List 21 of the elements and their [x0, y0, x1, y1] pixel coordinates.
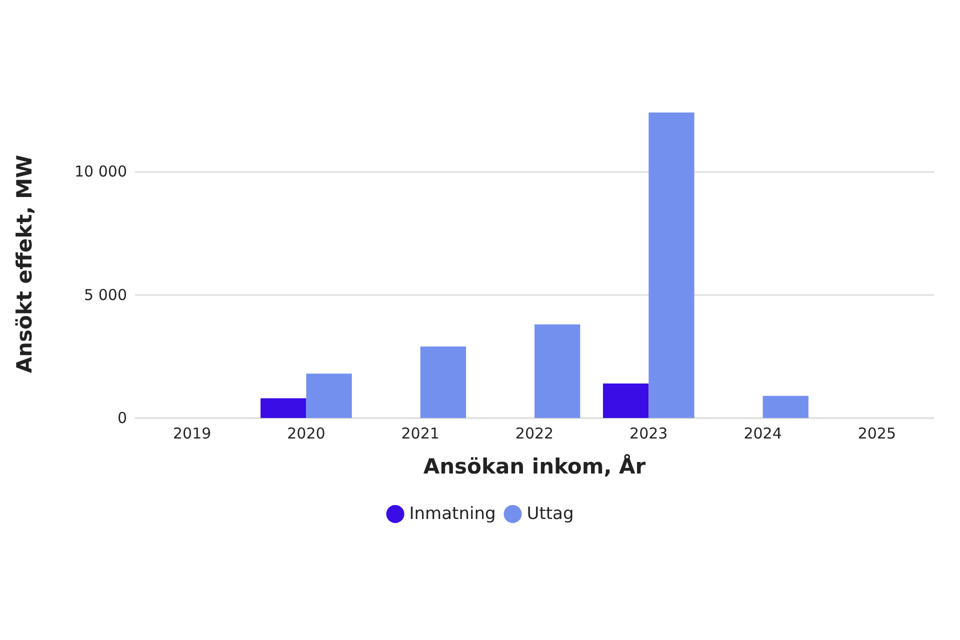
x-tick-label: 2024	[744, 424, 782, 442]
y-axis-title: Ansökt effekt, MW	[12, 154, 36, 374]
y-tick-label: 0	[117, 409, 127, 427]
bar	[602, 384, 649, 418]
x-tick-label: 2021	[401, 424, 440, 442]
bar	[306, 374, 352, 418]
legend-label: Uttag	[526, 504, 574, 524]
x-tick-label: 2020	[287, 424, 326, 442]
y-tick-label: 10 000	[74, 162, 127, 181]
legend-label: Inmatning	[409, 504, 496, 524]
bar	[534, 324, 580, 418]
x-tick-label: 2019	[172, 424, 212, 442]
x-tick-label: 2022	[515, 424, 554, 442]
x-tick-label: 2025	[858, 424, 896, 442]
bar	[762, 396, 808, 418]
bar	[420, 346, 466, 418]
x-axis-title: Ansökan inkom, År	[423, 454, 646, 478]
x-tick-label: 2023	[630, 424, 668, 442]
y-tick-label: 5 000	[84, 286, 127, 304]
bar	[260, 398, 306, 418]
bar	[648, 112, 694, 418]
